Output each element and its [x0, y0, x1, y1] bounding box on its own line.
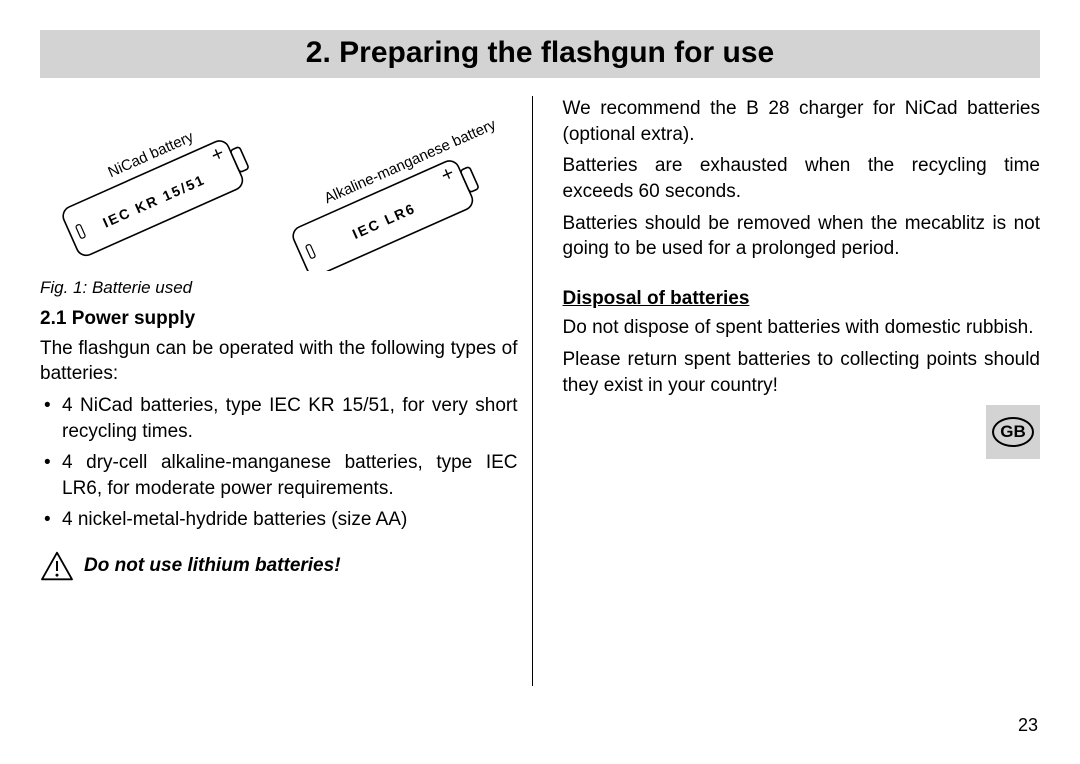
right-column: We recommend the B 28 charger for NiCad … [561, 96, 1041, 686]
list-item: 4 NiCad batteries, type IEC KR 15/51, fo… [40, 393, 518, 444]
gb-label: GB [992, 417, 1034, 447]
section-title: 2. Preparing the flashgun for use [40, 36, 1040, 70]
list-item: 4 dry-cell alkaline-manganese batteries,… [40, 450, 518, 501]
paragraph: We recommend the B 28 charger for NiCad … [563, 96, 1041, 147]
warning-row: Do not use lithium batteries! [40, 551, 518, 581]
intro-paragraph: The flashgun can be operated with the fo… [40, 336, 518, 387]
subheading-disposal: Disposal of batteries [563, 286, 1041, 312]
paragraph: Please return spent batteries to collect… [563, 347, 1041, 398]
warning-icon [40, 551, 74, 581]
two-column-layout: IEC KR 15/51 NiCad battery IEC LR6 Alkal… [40, 96, 1040, 686]
figure-1-batteries: IEC KR 15/51 NiCad battery IEC LR6 Alkal… [40, 96, 518, 271]
subheading-power-supply: 2.1 Power supply [40, 306, 518, 332]
paragraph: Batteries are exhausted when the recycli… [563, 153, 1041, 204]
language-badge-gb: GB [986, 405, 1040, 459]
figure-caption: Fig. 1: Batterie used [40, 277, 518, 300]
battery-diagram: IEC KR 15/51 NiCad battery IEC LR6 Alkal… [40, 96, 500, 271]
page-number: 23 [1018, 715, 1038, 736]
warning-text: Do not use lithium batteries! [84, 553, 341, 579]
manual-page: 2. Preparing the flashgun for use IEC KR… [40, 30, 1040, 734]
list-item: 4 nickel-metal-hydride batteries (size A… [40, 507, 518, 533]
battery-types-list: 4 NiCad batteries, type IEC KR 15/51, fo… [40, 393, 518, 533]
section-title-bar: 2. Preparing the flashgun for use [40, 30, 1040, 78]
paragraph: Do not dispose of spent batteries with d… [563, 315, 1041, 341]
paragraph: Batteries should be removed when the mec… [563, 211, 1041, 262]
left-column: IEC KR 15/51 NiCad battery IEC LR6 Alkal… [40, 96, 533, 686]
